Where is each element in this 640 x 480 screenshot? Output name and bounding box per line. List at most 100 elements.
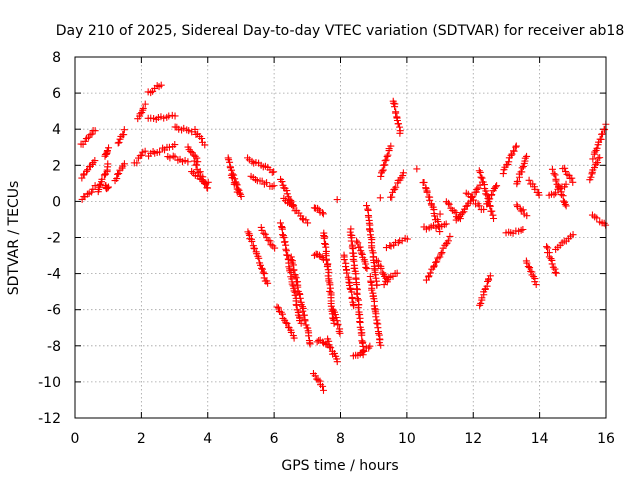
data-point xyxy=(184,158,192,166)
data-point xyxy=(548,260,556,268)
data-point xyxy=(372,256,380,264)
data-point xyxy=(299,215,307,223)
data-point xyxy=(378,167,386,175)
data-point xyxy=(157,81,165,89)
data-point xyxy=(403,235,411,243)
data-point xyxy=(423,188,431,196)
data-point xyxy=(281,238,289,246)
data-point xyxy=(552,269,560,277)
data-point xyxy=(283,319,291,327)
data-point xyxy=(332,314,340,322)
data-point xyxy=(192,161,200,169)
data-point xyxy=(348,243,356,251)
data-point xyxy=(191,125,199,133)
data-point xyxy=(250,244,258,252)
data-point xyxy=(276,219,284,227)
data-point xyxy=(165,112,173,120)
data-point xyxy=(299,307,307,315)
data-point xyxy=(296,294,304,302)
data-point xyxy=(333,358,341,366)
data-point xyxy=(104,183,112,191)
data-point xyxy=(388,193,396,201)
data-point xyxy=(333,196,341,204)
data-point xyxy=(368,244,376,252)
data-point xyxy=(319,209,327,217)
data-point xyxy=(311,372,319,380)
y-tick-label: -12 xyxy=(38,411,61,427)
data-point xyxy=(444,237,452,245)
data-point xyxy=(319,386,327,394)
data-point xyxy=(237,192,245,200)
x-tick-labels: 0 2 4 6 8 10 12 14 16 xyxy=(71,431,615,447)
data-point xyxy=(278,178,286,186)
data-point xyxy=(353,295,361,303)
data-point xyxy=(366,226,374,234)
data-point xyxy=(256,261,264,269)
data-point xyxy=(104,184,112,192)
data-point xyxy=(353,237,361,245)
data-points-layer xyxy=(77,81,610,394)
data-point xyxy=(562,180,570,188)
data-point xyxy=(316,377,324,385)
data-point xyxy=(384,151,392,159)
data-point xyxy=(120,131,128,139)
data-point xyxy=(232,181,240,189)
data-point xyxy=(346,284,354,292)
data-point xyxy=(185,146,193,154)
data-point xyxy=(523,212,531,220)
data-point xyxy=(268,168,276,176)
x-tick-label: 2 xyxy=(137,431,146,447)
data-point xyxy=(377,172,385,180)
data-point xyxy=(596,154,604,162)
x-tick-label: 14 xyxy=(531,431,549,447)
data-point xyxy=(319,382,327,390)
x-tick-label: 6 xyxy=(270,431,279,447)
data-point xyxy=(475,167,483,175)
data-point xyxy=(436,253,444,261)
data-point xyxy=(120,160,128,168)
data-point xyxy=(413,165,421,173)
data-point xyxy=(191,152,199,160)
data-point xyxy=(202,180,210,188)
data-point xyxy=(306,340,314,348)
data-point xyxy=(510,147,518,155)
data-point xyxy=(304,219,312,227)
data-point xyxy=(326,343,334,351)
data-point xyxy=(264,279,272,287)
data-point xyxy=(336,329,344,337)
data-point xyxy=(552,189,560,197)
data-point xyxy=(288,280,296,288)
data-point xyxy=(195,168,203,176)
data-point xyxy=(114,139,122,147)
data-point xyxy=(91,157,99,165)
data-point xyxy=(476,168,484,176)
data-point xyxy=(482,190,490,198)
data-point xyxy=(287,256,295,264)
data-point xyxy=(187,147,195,155)
data-point xyxy=(356,243,364,251)
data-point xyxy=(160,114,168,122)
data-point xyxy=(204,184,212,192)
data-point xyxy=(83,190,91,198)
data-point xyxy=(380,281,388,289)
data-point xyxy=(194,158,202,166)
data-point xyxy=(149,148,157,156)
data-point xyxy=(569,231,577,239)
data-point xyxy=(550,170,558,178)
data-point xyxy=(326,284,334,292)
data-point xyxy=(226,158,234,166)
data-point xyxy=(499,170,507,178)
data-point xyxy=(334,321,342,329)
data-point xyxy=(302,216,310,224)
data-point xyxy=(279,231,287,239)
data-point xyxy=(354,304,362,312)
data-point xyxy=(524,263,532,271)
plot-frame xyxy=(74,56,607,419)
data-point xyxy=(396,129,404,137)
data-point xyxy=(258,265,266,273)
data-point xyxy=(291,291,299,299)
data-point xyxy=(551,171,559,179)
data-point xyxy=(444,199,452,207)
data-point xyxy=(374,324,382,332)
